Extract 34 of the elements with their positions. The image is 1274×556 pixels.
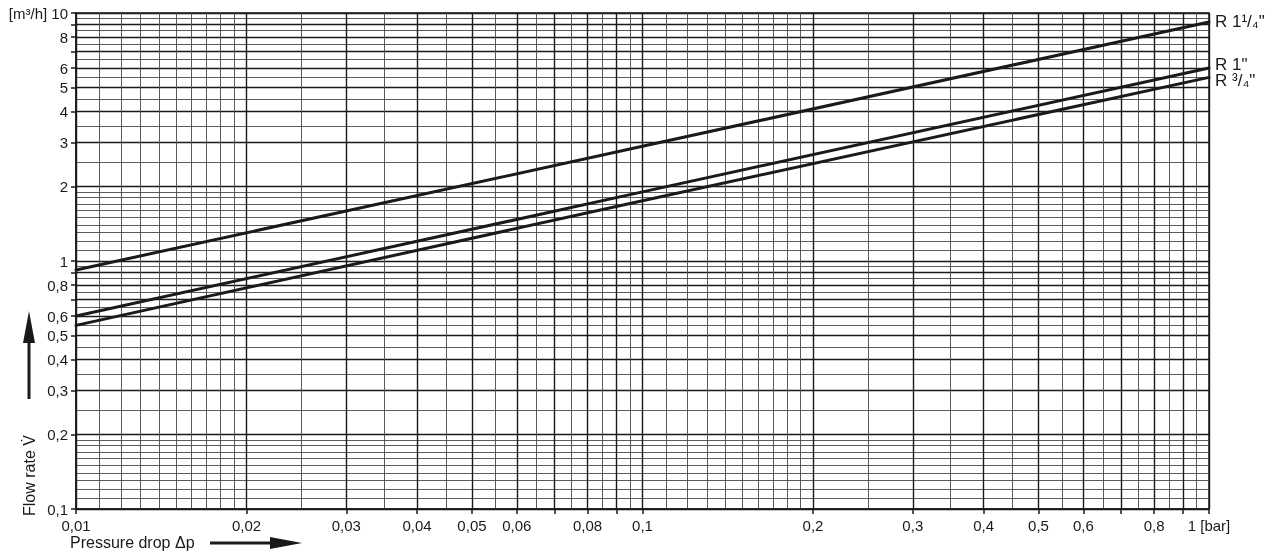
- y-tick-label: 0,5: [47, 327, 68, 345]
- x-tick-label: 0,5: [1028, 517, 1049, 534]
- x-tick-label: 0,3: [902, 517, 924, 534]
- x-tick-label: 0,04: [402, 517, 432, 534]
- x-tick-label: 0,4: [973, 517, 994, 534]
- y-tick-label: 5: [59, 79, 68, 97]
- x-tick-label: 0,05: [457, 517, 487, 534]
- x-tick-label: 0,01: [61, 517, 91, 534]
- y-tick-label: 2: [59, 177, 68, 195]
- x-tick-label: 0,06: [502, 517, 532, 534]
- series-label: R ³/₄": [1215, 71, 1256, 91]
- y-tick-label: 1: [59, 252, 68, 270]
- y-tick-label: 3: [59, 134, 68, 152]
- y-tick-label: 0,1: [47, 500, 68, 518]
- y-tick-label: 0,3: [47, 382, 68, 400]
- y-tick-label: 0,8: [47, 276, 68, 294]
- x-tick-label: 0,2: [802, 517, 824, 534]
- x-tick-label: 0,1: [632, 517, 653, 534]
- y-tick-label: 0,6: [47, 307, 68, 325]
- x-tick-label: 0,02: [231, 517, 262, 534]
- y-tick-label: 0,2: [47, 425, 68, 443]
- series-label: R 1¹/₄": [1215, 12, 1265, 32]
- y-tick-label: 4: [59, 103, 68, 121]
- x-tick-label: 1 [bar]: [1187, 517, 1231, 534]
- x-axis-title: Pressure drop Δp: [70, 533, 195, 551]
- y-tick-label: [m³/h] 10: [8, 4, 68, 22]
- y-tick-label: 8: [59, 28, 68, 46]
- y-tick-label: 6: [59, 59, 68, 77]
- x-tick-label: 0,03: [331, 517, 361, 534]
- y-tick-label: 0,4: [47, 351, 68, 369]
- x-tick-label: 0,6: [1072, 517, 1094, 534]
- x-tick-label: 0,08: [573, 517, 603, 534]
- x-tick-label: 0,8: [1143, 517, 1165, 534]
- y-axis-title: Flow rate V̇: [20, 434, 38, 516]
